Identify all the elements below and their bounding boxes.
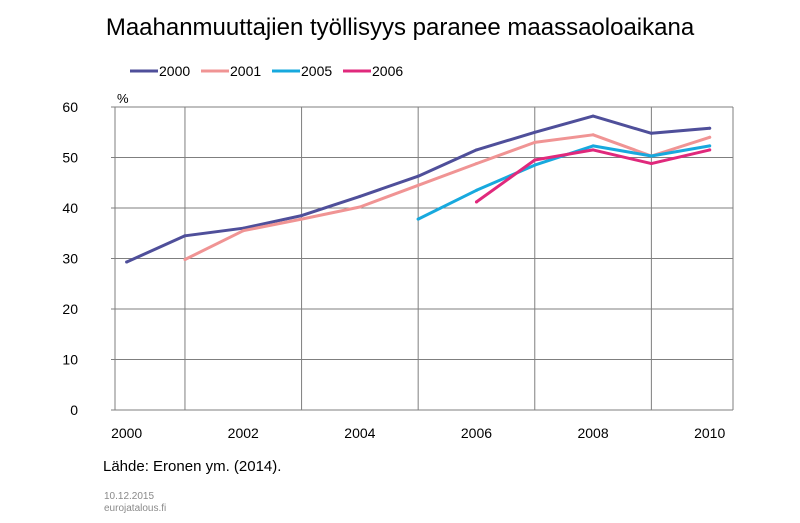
legend-label: 2006	[372, 63, 403, 79]
data-point-2001	[358, 205, 362, 209]
data-point-2000	[649, 131, 653, 135]
y-tick-label: 60	[62, 99, 78, 115]
y-tick-label: 50	[62, 150, 78, 166]
legend-label: 2001	[230, 63, 261, 79]
data-point-2000	[241, 226, 245, 230]
data-point-2000	[474, 148, 478, 152]
data-point-2001	[533, 140, 537, 144]
data-point-2000	[300, 214, 304, 218]
x-tick-label: 2002	[228, 425, 259, 441]
data-point-2001	[474, 162, 478, 166]
legend-label: 2005	[301, 63, 332, 79]
y-axis-label: %	[117, 91, 129, 106]
x-tick-label: 2008	[577, 425, 608, 441]
data-point-2006	[474, 200, 478, 204]
data-point-2000	[125, 260, 129, 264]
x-tick-label: 2000	[111, 425, 142, 441]
x-tick-label: 2010	[694, 425, 725, 441]
data-point-2001	[183, 258, 187, 262]
data-point-2005	[533, 163, 537, 167]
axes: 0 10 20 30 40 50 60 2000 2002 2004 2006 2008 2010	[62, 99, 734, 441]
footer-date: 10.12.2015	[104, 491, 155, 502]
series-line-2001	[183, 133, 712, 261]
y-tick-label: 20	[62, 301, 78, 317]
series-lines	[125, 114, 712, 264]
data-point-2001	[591, 133, 595, 137]
data-point-2005	[591, 144, 595, 148]
x-tick-label: 2006	[461, 425, 492, 441]
y-tick-label: 0	[70, 402, 78, 418]
data-point-2000	[358, 194, 362, 198]
data-point-2005	[474, 188, 478, 192]
source-note: Lähde: Eronen ym. (2014).	[103, 458, 282, 475]
data-point-2000	[533, 130, 537, 134]
data-point-2001	[300, 217, 304, 221]
legend: 2000 2001 2005 2006	[130, 63, 403, 79]
data-point-2006	[649, 162, 653, 166]
y-tick-label: 40	[62, 200, 78, 216]
data-point-2000	[416, 174, 420, 178]
footer-site: eurojatalous.fi	[104, 503, 167, 514]
data-point-2001	[241, 229, 245, 233]
data-point-2000	[708, 126, 712, 130]
data-point-2005	[416, 217, 420, 221]
data-point-2000	[183, 234, 187, 238]
data-point-2001	[416, 183, 420, 187]
gridlines	[115, 106, 733, 410]
y-tick-label: 10	[62, 352, 78, 368]
y-tick-label: 30	[62, 251, 78, 267]
data-point-2006	[591, 148, 595, 152]
data-point-2005	[708, 144, 712, 148]
data-point-2001	[708, 135, 712, 139]
x-tick-label: 2004	[344, 425, 375, 441]
data-point-2006	[708, 148, 712, 152]
data-point-2006	[533, 158, 537, 162]
chart-title: Maahanmuuttajien työllisyys paranee maas…	[105, 14, 695, 41]
data-point-2000	[591, 114, 595, 118]
legend-label: 2000	[159, 63, 190, 79]
data-point-2005	[649, 154, 653, 158]
